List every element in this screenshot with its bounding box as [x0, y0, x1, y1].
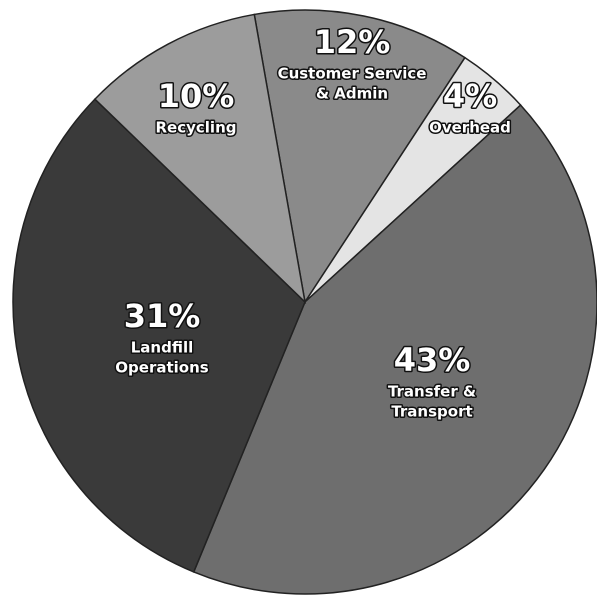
slice-label: Overhead — [429, 119, 511, 137]
slice-label: Operations — [115, 359, 208, 377]
slice-label: Landfill — [131, 339, 194, 357]
slice-value-label: 10% — [158, 77, 235, 115]
slice-label: & Admin — [316, 85, 388, 103]
slice-value-label: 43% — [394, 341, 471, 379]
slice-value-label: 12% — [314, 23, 391, 61]
slice-label: Recycling — [156, 119, 237, 137]
slice-value-label: 31% — [124, 297, 201, 335]
slice-label: Transport — [391, 403, 472, 421]
chart: 12% Customer Service & Admin 4% Overhead 43% T… — [0, 0, 597, 604]
slice-label: Transfer & — [388, 383, 476, 401]
slice-value-label: 4% — [443, 77, 497, 115]
slice-label: Customer Service — [278, 65, 427, 83]
